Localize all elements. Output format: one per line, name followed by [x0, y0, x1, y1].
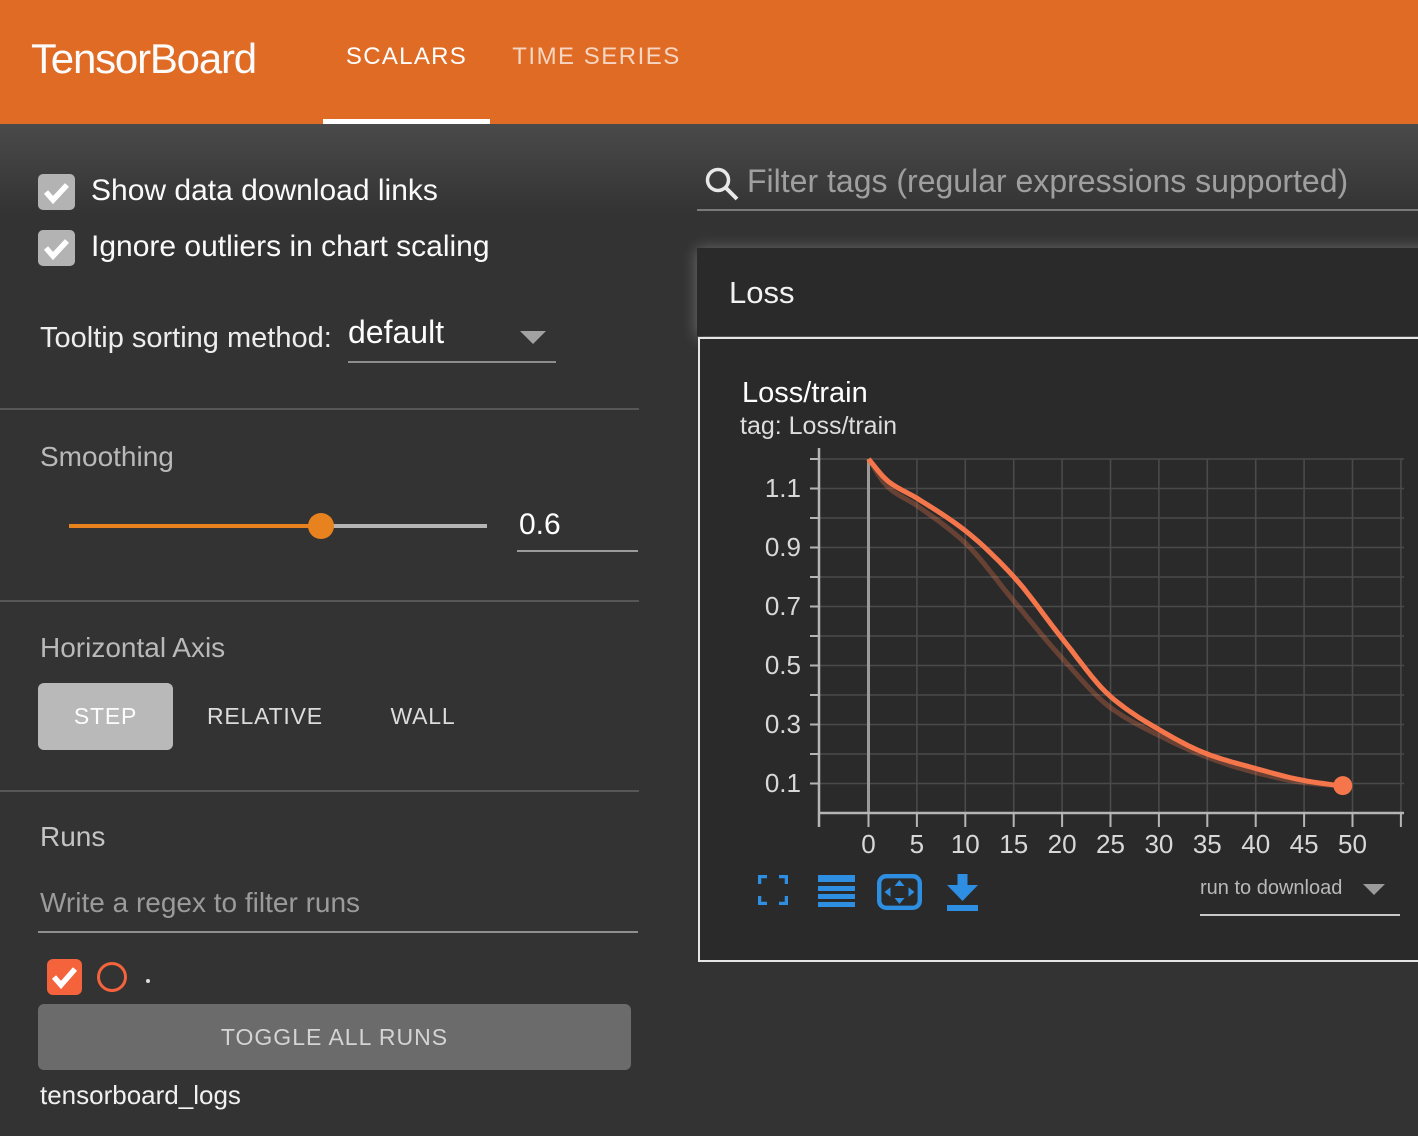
svg-text:0.3: 0.3 [765, 709, 801, 739]
svg-text:0.9: 0.9 [765, 532, 801, 562]
svg-text:50: 50 [1338, 829, 1367, 859]
svg-text:0.5: 0.5 [765, 650, 801, 680]
svg-text:30: 30 [1144, 829, 1173, 859]
svg-text:35: 35 [1193, 829, 1222, 859]
svg-text:45: 45 [1290, 829, 1319, 859]
svg-text:25: 25 [1096, 829, 1125, 859]
svg-text:40: 40 [1241, 829, 1270, 859]
svg-text:0.1: 0.1 [765, 768, 801, 798]
svg-text:1.1: 1.1 [765, 473, 801, 503]
svg-text:0: 0 [861, 829, 875, 859]
svg-text:20: 20 [1048, 829, 1077, 859]
svg-text:0.7: 0.7 [765, 591, 801, 621]
svg-text:5: 5 [910, 829, 924, 859]
svg-text:10: 10 [951, 829, 980, 859]
svg-text:15: 15 [999, 829, 1028, 859]
